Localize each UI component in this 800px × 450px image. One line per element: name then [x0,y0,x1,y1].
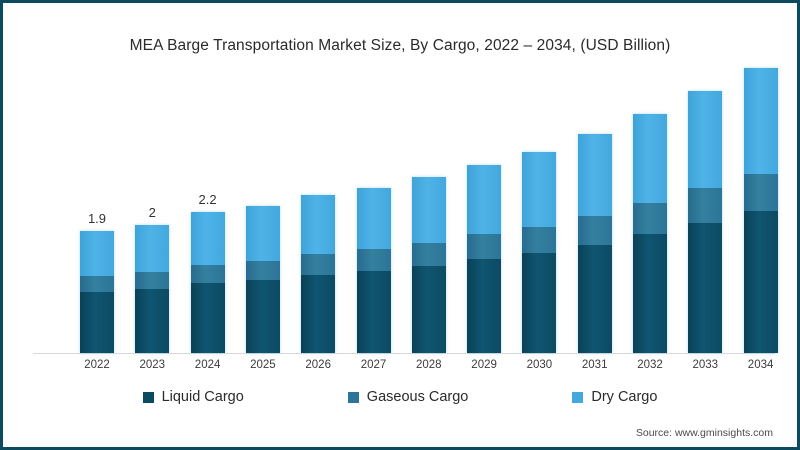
x-axis-label-2030: 2030 [526,359,553,371]
bar-segment-gaseous-cargo [467,234,502,260]
x-axis-label-2024: 2024 [194,359,221,371]
bar-segment-liquid-cargo [356,270,391,353]
legend-item-liquid-cargo[interactable]: Liquid Cargo [142,389,244,405]
legend-item-gaseous-cargo[interactable]: Gaseous Cargo [347,389,469,405]
bar-segment-gaseous-cargo [633,203,667,235]
bar-segment-dry-cargo [633,113,667,204]
x-axis-label-2027: 2027 [360,359,387,371]
bar-segment-liquid-cargo [135,288,170,353]
x-axis-label-2023: 2023 [139,359,166,371]
legend-label: Liquid Cargo [161,389,244,405]
legend-swatch-icon [142,391,154,403]
bar-segment-dry-cargo [301,195,336,255]
bar-segment-dry-cargo [411,177,446,243]
bar-2026[interactable] [301,195,336,353]
x-axis-label-2032: 2032 [637,359,663,371]
bar-segment-liquid-cargo [411,265,446,353]
bar-2024[interactable] [190,212,225,353]
bar-segment-liquid-cargo [467,259,502,353]
bar-segment-liquid-cargo [80,292,114,353]
legend-label: Dry Cargo [591,389,658,405]
bar-segment-gaseous-cargo [411,242,446,266]
x-axis-label-2028: 2028 [416,359,442,371]
bar-segment-dry-cargo [522,151,557,227]
x-axis-label-2031: 2031 [581,359,608,371]
bar-segment-gaseous-cargo [80,276,114,293]
axis-baseline [33,353,775,354]
bar-segment-dry-cargo [190,212,225,265]
legend-label: Gaseous Cargo [366,389,469,405]
bar-2025[interactable] [245,205,280,353]
x-axis-label-2034: 2034 [747,359,774,371]
bar-segment-gaseous-cargo [356,249,391,271]
source-attribution: Source: www.gminsights.com [635,427,773,439]
x-axis-label-2025: 2025 [250,359,276,371]
bar-segment-dry-cargo [688,90,723,189]
bar-segment-dry-cargo [80,231,114,277]
bar-segment-gaseous-cargo [190,264,225,284]
bar-2033[interactable] [688,90,723,353]
x-axis-label-2033: 2033 [692,359,719,371]
legend-item-dry-cargo[interactable]: Dry Cargo [572,389,657,405]
chart-title: MEA Barge Transportation Market Size, By… [129,37,671,54]
bar-2027[interactable] [356,187,391,353]
bar-2034[interactable] [743,67,778,353]
bar-segment-dry-cargo [577,134,612,216]
legend-swatch-icon [347,391,359,403]
bar-segment-liquid-cargo [633,234,667,353]
bar-segment-dry-cargo [743,67,778,174]
bar-segment-gaseous-cargo [577,215,612,245]
chart-legend: Liquid Cargo Gaseous Cargo Dry Cargo [3,389,797,405]
bar-segment-liquid-cargo [577,244,612,353]
bar-segment-gaseous-cargo [522,226,557,254]
bar-value-label-2022: 1.9 [87,211,107,227]
bar-2029[interactable] [467,164,502,353]
bar-segment-gaseous-cargo [743,173,778,212]
bar-segment-gaseous-cargo [245,260,280,280]
bar-value-label-2024: 2.2 [198,192,217,207]
bar-segment-liquid-cargo [301,274,336,353]
bar-segment-dry-cargo [245,205,280,261]
bar-segment-gaseous-cargo [135,272,170,289]
bar-segment-dry-cargo [467,164,502,235]
bar-segment-liquid-cargo [190,283,225,353]
bar-segment-liquid-cargo [245,279,280,353]
bar-2030[interactable] [522,151,557,353]
bar-segment-gaseous-cargo [688,188,723,223]
plot-area: 1.9 2 2.2 [33,67,778,355]
bar-segment-liquid-cargo [688,222,723,353]
bar-segment-dry-cargo [135,224,170,273]
x-axis-label-2022: 2022 [84,359,110,371]
bar-2028[interactable] [411,177,446,353]
bar-segment-liquid-cargo [522,253,557,353]
bar-2023[interactable] [135,224,170,353]
bar-segment-liquid-cargo [743,211,778,353]
bar-2022[interactable] [80,231,114,353]
bar-2031[interactable] [577,134,612,353]
x-axis-label-2026: 2026 [305,359,331,371]
bar-2032[interactable] [633,113,667,353]
bar-segment-gaseous-cargo [301,254,336,275]
legend-swatch-icon [572,391,584,403]
x-axis-label-2029: 2029 [471,359,497,371]
bar-segment-dry-cargo [356,187,391,250]
bar-value-label-2023: 2 [148,204,156,220]
